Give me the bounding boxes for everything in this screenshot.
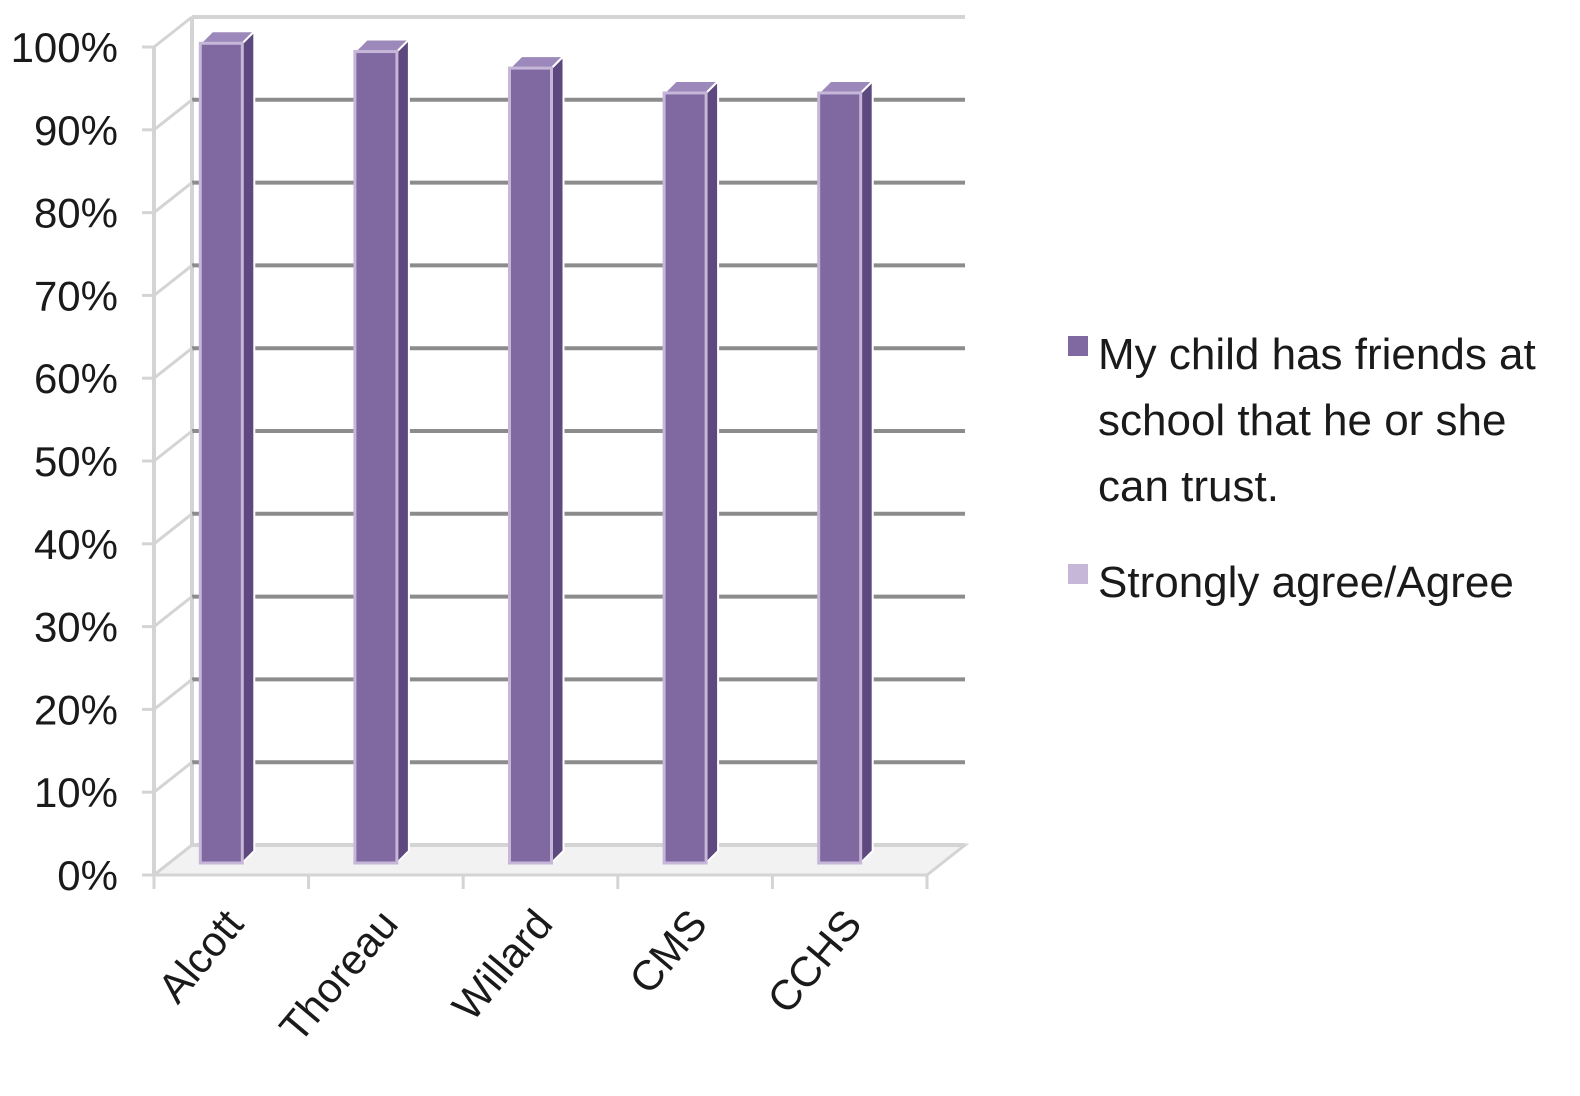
- legend-label-series: Strongly agree/Agree: [1098, 558, 1514, 607]
- gridline-side: [153, 98, 193, 131]
- x-tick-label: Thoreau: [270, 901, 407, 1051]
- gridline-side: [153, 761, 193, 794]
- bar: [508, 66, 553, 865]
- x-tick-label: Alcott: [149, 900, 253, 1011]
- bar: [662, 91, 708, 865]
- legend-item-question: My child has friends at school that he o…: [1068, 322, 1568, 520]
- x-tick-label: CCHS: [758, 901, 871, 1022]
- bar-side: [705, 78, 720, 866]
- y-tick-label: 40%: [34, 521, 118, 568]
- x-tick-label: CMS: [620, 901, 716, 1003]
- y-tick-label: 90%: [34, 107, 118, 154]
- gridline-side: [153, 347, 193, 380]
- gridline-side: [153, 15, 193, 49]
- gridline-side: [153, 678, 193, 711]
- x-tick-label: Willard: [443, 901, 562, 1030]
- gridline-side: [153, 429, 193, 463]
- y-tick-label: 50%: [34, 438, 118, 485]
- legend-swatch-series: [1068, 564, 1088, 584]
- bar: [198, 41, 244, 865]
- bar-side: [395, 37, 410, 866]
- gridline-side: [153, 843, 193, 877]
- y-tick-label: 30%: [34, 604, 118, 651]
- y-tick-label: 70%: [34, 272, 118, 319]
- legend-item-series: Strongly agree/Agree: [1068, 550, 1568, 616]
- legend-label-question: My child has friends at school that he o…: [1098, 330, 1536, 511]
- bar-side: [859, 78, 874, 866]
- gridline-side: [153, 595, 193, 628]
- y-tick-label: 20%: [34, 686, 118, 733]
- y-tick-label: 100%: [11, 24, 118, 71]
- y-tick-label: 0%: [57, 852, 118, 899]
- bar: [817, 91, 863, 865]
- bar-side: [241, 28, 256, 866]
- y-tick-label: 10%: [34, 769, 118, 816]
- y-tick-label: 80%: [34, 190, 118, 237]
- legend: My child has friends at school that he o…: [1068, 322, 1568, 646]
- y-tick-label: 60%: [34, 355, 118, 402]
- bar-side: [550, 53, 565, 866]
- gridline-side: [153, 181, 193, 214]
- gridline-side: [153, 264, 193, 297]
- bar: [353, 50, 399, 865]
- gridline-side: [153, 512, 193, 545]
- legend-swatch-question: [1068, 336, 1088, 356]
